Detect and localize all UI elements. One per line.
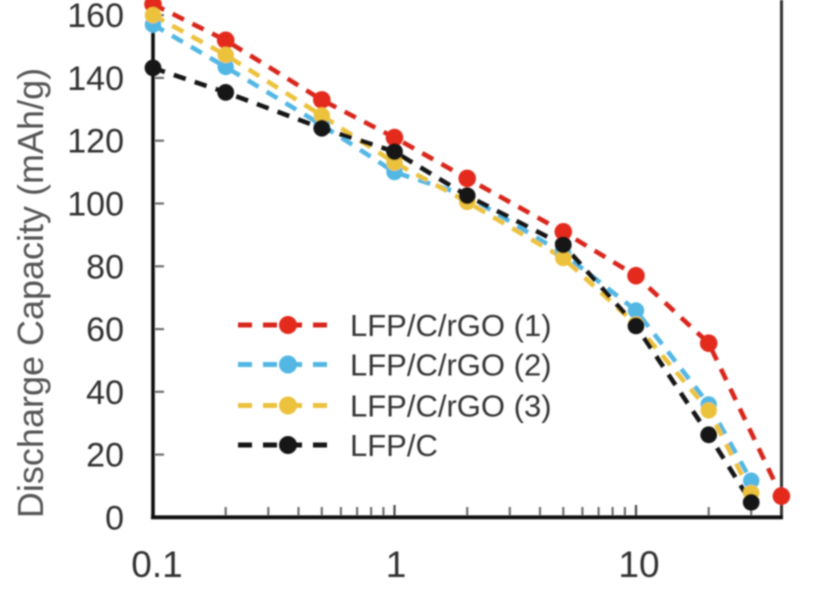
svg-text:140: 140 — [67, 60, 124, 98]
svg-text:60: 60 — [86, 311, 124, 349]
svg-text:LFP/C: LFP/C — [350, 428, 438, 463]
svg-text:1: 1 — [386, 544, 407, 585]
svg-text:40: 40 — [86, 374, 124, 412]
svg-text:100: 100 — [67, 186, 124, 224]
svg-text:0: 0 — [105, 499, 124, 537]
svg-text:LFP/C/rGO (3): LFP/C/rGO (3) — [350, 389, 552, 424]
svg-text:Discharge Capacity (mAh/g): Discharge Capacity (mAh/g) — [10, 68, 51, 518]
svg-text:80: 80 — [86, 248, 124, 286]
svg-text:LFP/C/rGO (2): LFP/C/rGO (2) — [350, 348, 552, 383]
svg-text:0.1: 0.1 — [131, 544, 182, 585]
svg-text:LFP/C/rGO (1): LFP/C/rGO (1) — [350, 308, 552, 343]
svg-text:20: 20 — [86, 437, 124, 475]
svg-text:160: 160 — [67, 0, 124, 35]
svg-text:10: 10 — [618, 544, 659, 585]
svg-text:120: 120 — [67, 123, 124, 161]
